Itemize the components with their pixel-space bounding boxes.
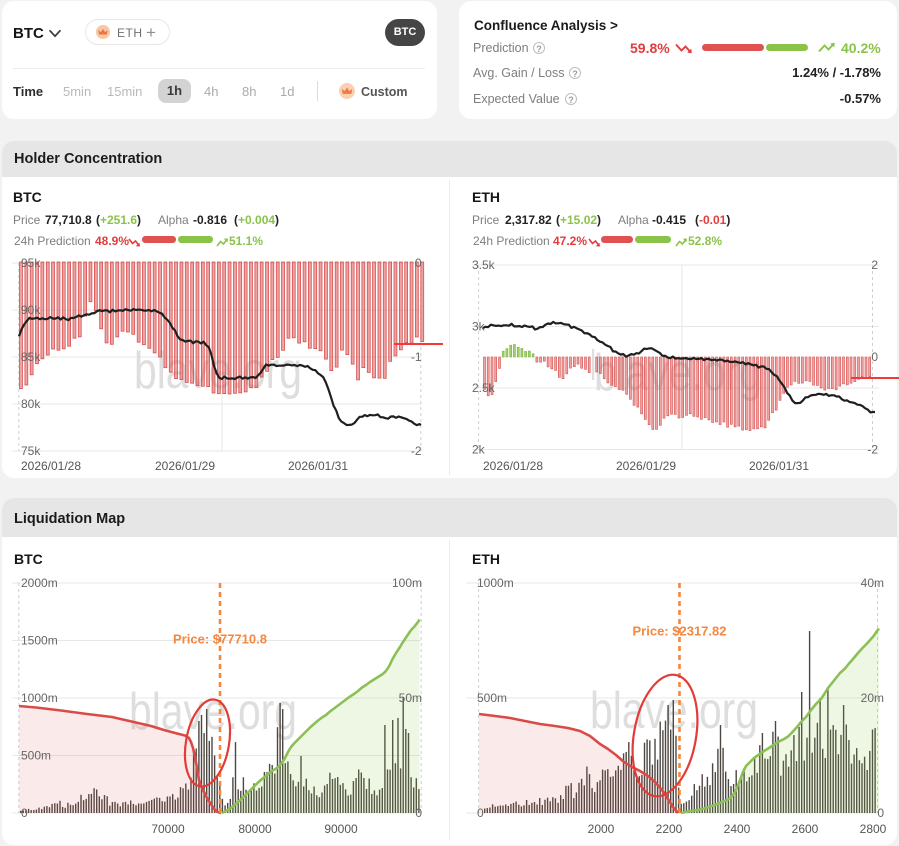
- svg-text:0: 0: [871, 350, 878, 364]
- svg-text:2800: 2800: [860, 822, 887, 836]
- svg-text:2000m: 2000m: [21, 576, 58, 590]
- svg-text:0: 0: [21, 806, 28, 820]
- svg-text:0: 0: [415, 806, 422, 820]
- svg-text:2026/01/31: 2026/01/31: [288, 459, 348, 473]
- svg-text:95k: 95k: [21, 256, 41, 270]
- svg-text:2026/01/31: 2026/01/31: [749, 459, 809, 473]
- svg-text:2400: 2400: [724, 822, 751, 836]
- svg-text:20m: 20m: [861, 691, 884, 705]
- svg-text:2026/01/29: 2026/01/29: [616, 459, 676, 473]
- svg-text:2026/01/28: 2026/01/28: [483, 459, 543, 473]
- svg-text:2200: 2200: [656, 822, 683, 836]
- svg-text:2026/01/29: 2026/01/29: [155, 459, 215, 473]
- svg-text:3k: 3k: [472, 320, 486, 334]
- svg-text:80000: 80000: [238, 822, 272, 836]
- svg-text:500m: 500m: [477, 691, 507, 705]
- svg-text:0: 0: [415, 256, 422, 270]
- svg-text:40m: 40m: [861, 576, 884, 590]
- svg-text:2026/01/28: 2026/01/28: [21, 459, 81, 473]
- svg-text:-1: -1: [411, 350, 422, 364]
- svg-text:1500m: 1500m: [21, 634, 58, 648]
- svg-text:90000: 90000: [324, 822, 358, 836]
- svg-text:80k: 80k: [21, 397, 41, 411]
- svg-text:85k: 85k: [21, 350, 41, 364]
- svg-text:2600: 2600: [792, 822, 819, 836]
- svg-text:3.5k: 3.5k: [472, 258, 496, 272]
- svg-text:2.5k: 2.5k: [472, 381, 496, 395]
- svg-text:0: 0: [477, 806, 484, 820]
- svg-text:70000: 70000: [151, 822, 185, 836]
- svg-text:1000m: 1000m: [21, 691, 58, 705]
- svg-text:2: 2: [871, 258, 878, 272]
- svg-text:2k: 2k: [472, 443, 486, 457]
- svg-text:2000: 2000: [588, 822, 615, 836]
- svg-text:-2: -2: [867, 443, 878, 457]
- svg-text:1000m: 1000m: [477, 576, 514, 590]
- svg-text:500m: 500m: [21, 749, 51, 763]
- svg-text:blave.org: blave.org: [129, 683, 297, 741]
- svg-text:90k: 90k: [21, 303, 41, 317]
- svg-text:50m: 50m: [399, 691, 422, 705]
- svg-text:0: 0: [877, 806, 884, 820]
- svg-text:100m: 100m: [392, 576, 422, 590]
- svg-text:Price: $2317.82: Price: $2317.82: [633, 624, 727, 639]
- svg-text:-2: -2: [411, 444, 422, 458]
- svg-text:Price: $77710.8: Price: $77710.8: [173, 632, 267, 647]
- svg-text:75k: 75k: [21, 444, 41, 458]
